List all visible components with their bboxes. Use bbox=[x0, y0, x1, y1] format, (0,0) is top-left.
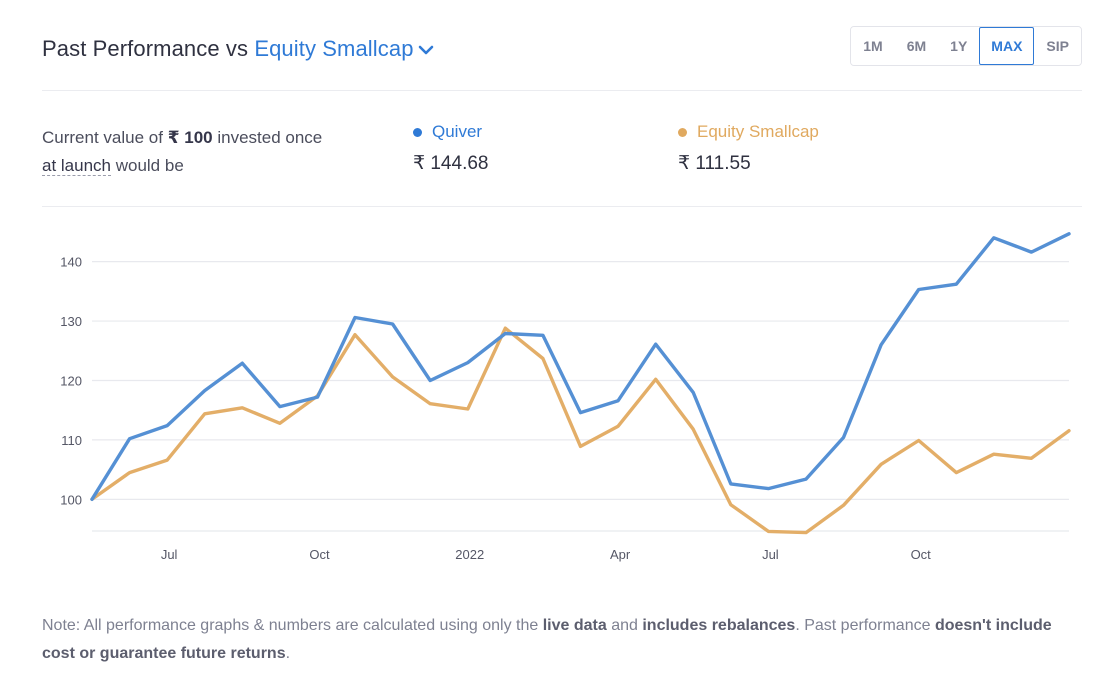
summary-text: Current value of bbox=[42, 128, 168, 147]
series-line-equity-smallcap bbox=[90, 326, 1071, 535]
note-text: Note: All performance graphs & numbers a… bbox=[42, 617, 543, 634]
range-button-sip[interactable]: SIP bbox=[1034, 27, 1081, 65]
summary-text: invested once bbox=[212, 128, 323, 147]
x-tick-label: 2022 bbox=[455, 547, 484, 562]
legend-quiver: Quiver ₹ 144.68 bbox=[413, 122, 488, 175]
note-text: . Past performance bbox=[795, 617, 935, 634]
y-tick-label: 130 bbox=[60, 314, 82, 329]
note-includes-rebalances: includes rebalances bbox=[642, 617, 796, 634]
x-tick-label: Jul bbox=[762, 547, 779, 562]
x-tick-label: Oct bbox=[911, 547, 932, 562]
range-button-6m[interactable]: 6M bbox=[894, 27, 939, 65]
benchmark-name[interactable]: Equity Smallcap bbox=[254, 36, 414, 61]
y-tick-label: 110 bbox=[61, 433, 82, 448]
legend-smallcap-name: Equity Smallcap bbox=[697, 122, 819, 141]
note-text: . bbox=[285, 645, 291, 662]
y-tick-label: 100 bbox=[60, 492, 82, 507]
performance-chart: 100 110 120 130 140 Jul Oct 2022 Apr Jul Oct bbox=[60, 232, 1071, 562]
legend-equity-smallcap: Equity Smallcap ₹ 111.55 bbox=[678, 122, 819, 175]
time-range-selector: 1M 6M 1Y MAX SIP bbox=[850, 26, 1082, 66]
x-tick-label: Jul bbox=[161, 547, 178, 562]
note-live-data: live data bbox=[542, 617, 607, 634]
header: Past Performance vs Equity Smallcap 1M 6… bbox=[42, 26, 1082, 66]
current-value-description: Current value of ₹ 100 invested once at … bbox=[42, 124, 372, 180]
legend-dot-icon bbox=[413, 127, 422, 137]
benchmark-selector[interactable]: Equity Smallcap bbox=[254, 36, 433, 61]
summary-text: would be bbox=[111, 156, 184, 175]
y-tick-label: 140 bbox=[60, 255, 82, 270]
x-tick-label: Apr bbox=[610, 547, 631, 562]
disclaimer-note: Note: All performance graphs & numbers a… bbox=[42, 612, 1072, 668]
chevron-down-icon[interactable] bbox=[418, 36, 434, 62]
at-launch-link[interactable]: at launch bbox=[42, 156, 111, 176]
range-button-1y[interactable]: 1Y bbox=[938, 27, 980, 65]
chart-top-divider bbox=[42, 206, 1082, 207]
title-prefix: Past Performance vs bbox=[42, 36, 255, 61]
x-tick-label: Oct bbox=[309, 547, 330, 562]
header-divider bbox=[42, 90, 1082, 91]
note-text: and bbox=[606, 617, 643, 634]
note-no-guarantee: doesn't include cost or guarantee future… bbox=[42, 617, 1052, 662]
legend-smallcap-value: ₹ 111.55 bbox=[678, 153, 751, 174]
legend-dot-icon bbox=[678, 127, 687, 137]
series-line-quiver bbox=[90, 232, 1071, 501]
range-button-max[interactable]: MAX bbox=[979, 27, 1035, 65]
legend-quiver-value: ₹ 144.68 bbox=[413, 153, 489, 174]
page-title: Past Performance vs Equity Smallcap bbox=[42, 36, 434, 62]
range-button-1m[interactable]: 1M bbox=[851, 27, 895, 65]
legend-quiver-name: Quiver bbox=[432, 122, 483, 141]
y-tick-label: 120 bbox=[60, 373, 82, 388]
invested-amount: ₹ 100 bbox=[167, 128, 213, 147]
